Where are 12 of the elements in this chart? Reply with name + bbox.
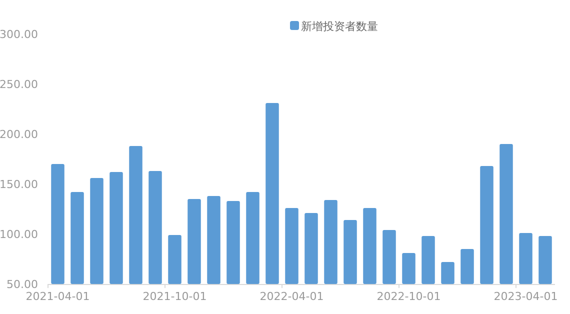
x-tick-label: 2021-04-01 [26, 290, 90, 303]
y-tick-label: 200.00 [0, 128, 38, 141]
y-tick-label: 100.00 [0, 228, 38, 241]
y-tick-label: 150.00 [0, 178, 38, 191]
y-tick-label: 300.00 [0, 28, 38, 41]
y-tick-label: 250.00 [0, 78, 38, 91]
x-tick-label: 2023-04-01 [494, 290, 558, 303]
y-tick-label: 50.00 [6, 278, 38, 291]
x-tick-label: 2022-04-01 [260, 290, 324, 303]
legend-label: 新增投资者数量 [301, 20, 378, 33]
x-tick-label: 2022-10-01 [376, 290, 441, 303]
x-tick-label: 2021-10-01 [142, 290, 207, 303]
